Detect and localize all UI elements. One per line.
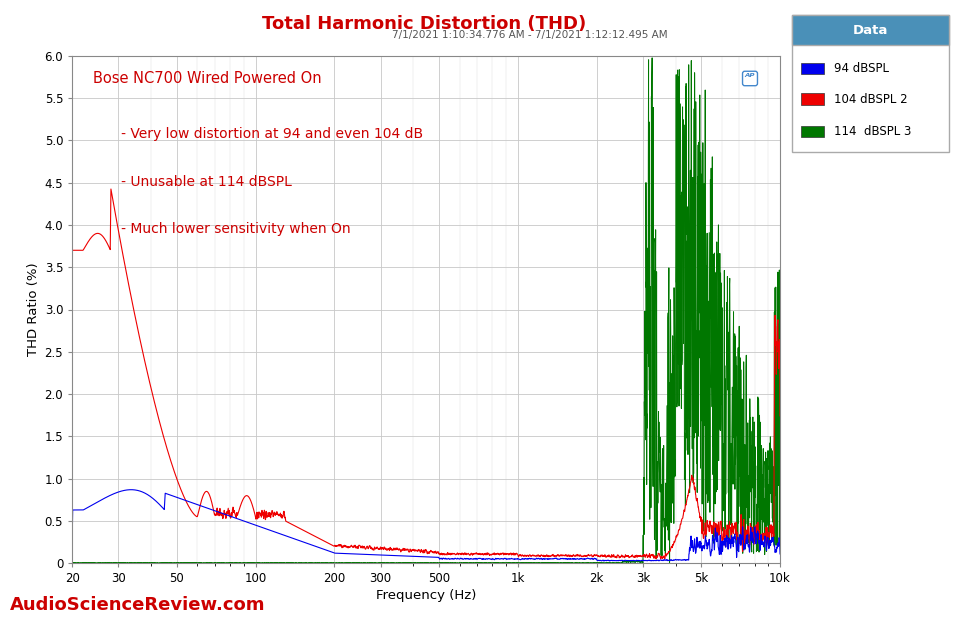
Text: 114  dBSPL 3: 114 dBSPL 3 [834,125,911,139]
Text: Data: Data [852,24,888,37]
X-axis label: Frequency (Hz): Frequency (Hz) [376,589,477,602]
Text: Bose NC700 Wired Powered On: Bose NC700 Wired Powered On [93,71,322,86]
Text: Total Harmonic Distortion (THD): Total Harmonic Distortion (THD) [262,15,586,33]
Text: AudioScienceReview.com: AudioScienceReview.com [10,596,265,614]
Text: 7/1/2021 1:10:34.776 AM - 7/1/2021 1:12:12.495 AM: 7/1/2021 1:10:34.776 AM - 7/1/2021 1:12:… [392,30,667,40]
Text: - Very low distortion at 94 and even 104 dB

   - Unusable at 114 dBSPL

   - Mu: - Very low distortion at 94 and even 104… [108,127,423,236]
Y-axis label: THD Ratio (%): THD Ratio (%) [27,262,40,357]
Text: 94 dBSPL: 94 dBSPL [834,61,889,75]
Text: ᴬᴾ: ᴬᴾ [744,74,755,84]
Text: 104 dBSPL 2: 104 dBSPL 2 [834,92,907,106]
